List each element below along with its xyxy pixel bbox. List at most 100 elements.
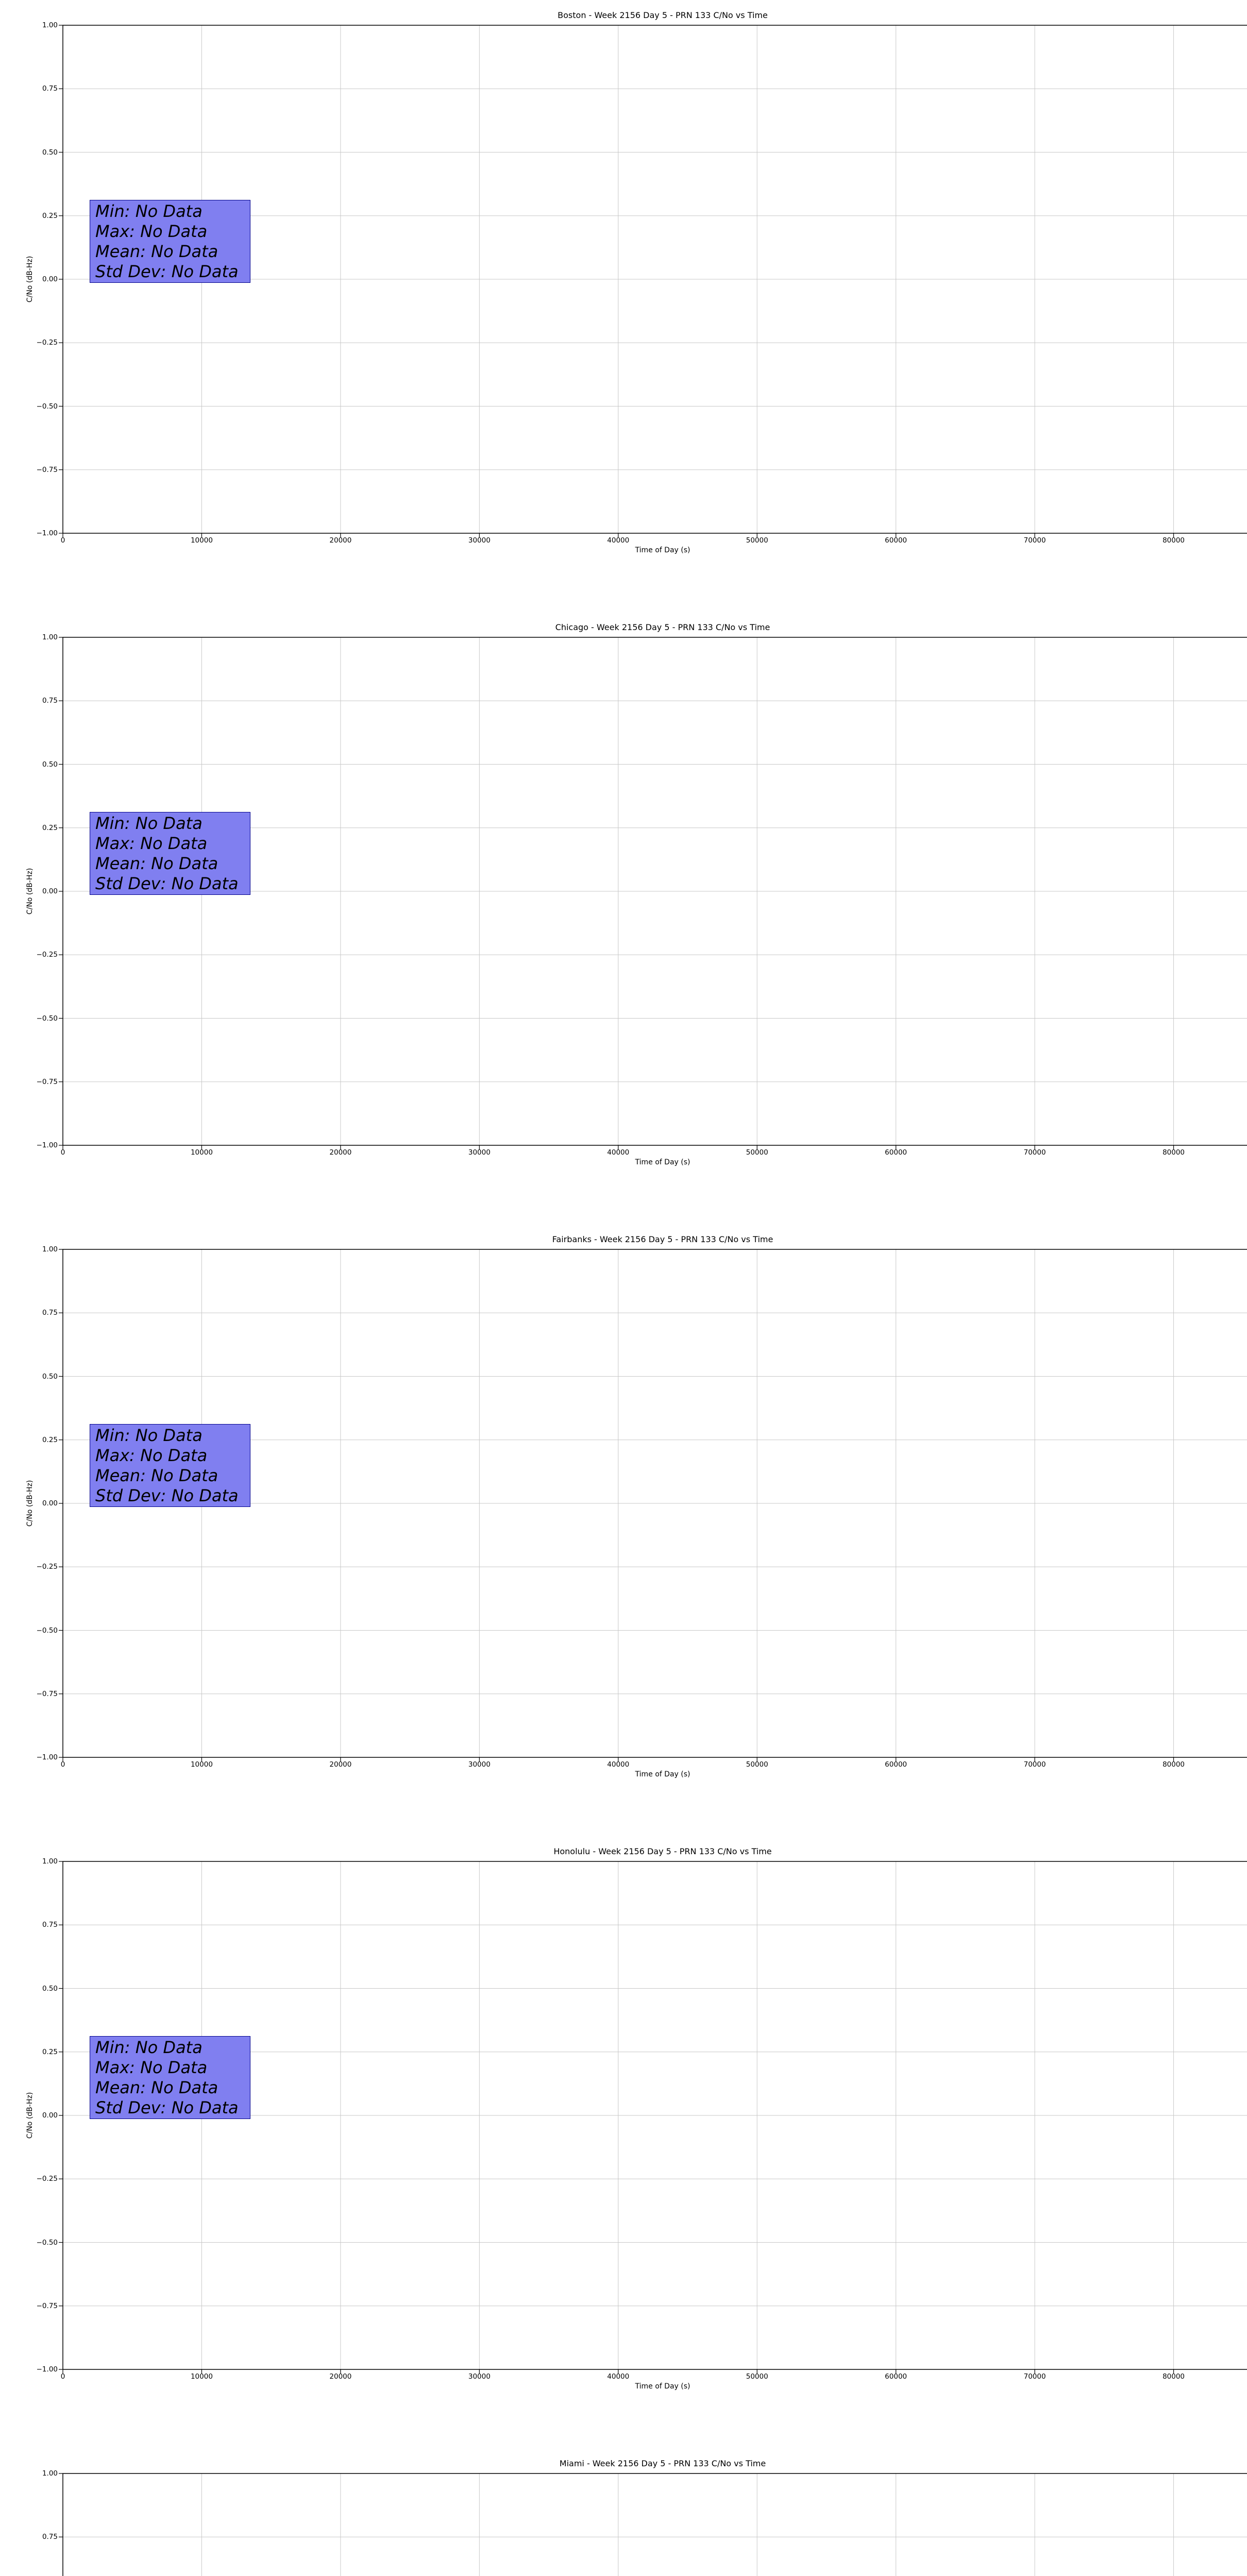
stats-annotation: Min: No Data Max: No Data Mean: No Data …	[90, 812, 250, 895]
y-tick-label: 0.25	[42, 823, 58, 832]
y-tick-label: 0.00	[42, 1499, 58, 1507]
x-tick-label: 30000	[468, 2372, 491, 2381]
y-tick-label: 0.25	[42, 2047, 58, 2056]
x-axis-label: Time of Day (s)	[635, 2382, 690, 2391]
y-tick-label: 0.75	[42, 1309, 58, 1317]
chart-title: Fairbanks - Week 2156 Day 5 - PRN 133 C/…	[552, 1234, 773, 1244]
y-tick-label: 0.50	[42, 1984, 58, 1993]
y-tick-label: 0.00	[42, 887, 58, 895]
y-tick-label: 1.00	[42, 633, 58, 641]
x-tick-label: 40000	[607, 1148, 630, 1157]
x-tick-label: 10000	[190, 2372, 213, 2381]
annotation-min: Min: No Data	[95, 201, 203, 221]
plot-grid-svg	[59, 637, 1247, 1149]
x-tick-label: 10000	[190, 1148, 213, 1157]
y-tick-label: −0.25	[36, 338, 58, 347]
stats-annotation: Min: No Data Max: No Data Mean: No Data …	[90, 2036, 250, 2119]
y-tick-label: −0.50	[36, 402, 58, 411]
y-tick-label: −1.00	[36, 1753, 58, 1761]
x-tick-label: 0	[60, 2372, 65, 2381]
y-tick-label: 1.00	[42, 21, 58, 29]
x-axis-label: Time of Day (s)	[635, 1158, 690, 1166]
annotation-mean: Mean: No Data	[95, 854, 218, 873]
chart-title: Honolulu - Week 2156 Day 5 - PRN 133 C/N…	[553, 1846, 772, 1856]
y-tick-label: −1.00	[36, 529, 58, 537]
x-tick-label: 50000	[746, 1760, 768, 1769]
x-tick-label: 40000	[607, 1760, 630, 1769]
y-tick-label: −0.75	[36, 1077, 58, 1086]
x-tick-label: 0	[60, 1148, 65, 1157]
y-tick-label: −0.75	[36, 1689, 58, 1698]
y-tick-label: −0.50	[36, 2238, 58, 2247]
axes-spines	[62, 2473, 1247, 2576]
x-tick-label: 50000	[746, 536, 768, 545]
plot-grid-svg	[59, 25, 1247, 537]
annotation-min: Min: No Data	[95, 814, 203, 833]
plot-grid-svg	[59, 1249, 1247, 1761]
x-tick-label: 80000	[1162, 536, 1185, 545]
y-tick-label: 0.25	[42, 1435, 58, 1444]
y-tick-label: 0.25	[42, 211, 58, 220]
y-tick-label: 1.00	[42, 1245, 58, 1253]
x-tick-label: 50000	[746, 1148, 768, 1157]
x-tick-label: 10000	[190, 1760, 213, 1769]
annotation-mean: Mean: No Data	[95, 2078, 218, 2097]
chart-fairbanks: Fairbanks - Week 2156 Day 5 - PRN 133 C/…	[21, 1232, 1247, 1844]
y-tick-label: 1.00	[42, 1857, 58, 1866]
y-tick-label: 0.50	[42, 148, 58, 157]
y-tick-label: −0.25	[36, 2175, 58, 2183]
gridlines	[62, 2473, 1247, 2576]
tick-marks	[59, 1249, 1174, 1761]
annotation-max: Max: No Data	[95, 222, 208, 241]
annotation-max: Max: No Data	[95, 2058, 208, 2077]
annotation-max: Max: No Data	[95, 834, 208, 853]
annotation-stddev: Std Dev: No Data	[95, 1486, 239, 1505]
chart-title: Boston - Week 2156 Day 5 - PRN 133 C/No …	[558, 10, 768, 20]
y-tick-label: 0.00	[42, 275, 58, 283]
x-tick-label: 20000	[329, 536, 352, 545]
x-tick-label: 60000	[885, 536, 907, 545]
chart-miami: Miami - Week 2156 Day 5 - PRN 133 C/No v…	[21, 2456, 1247, 2576]
x-tick-label: 0	[60, 536, 65, 545]
y-tick-label: 1.00	[42, 2469, 58, 2478]
annotation-mean: Mean: No Data	[95, 1466, 218, 1485]
x-tick-label: 20000	[329, 1760, 352, 1769]
x-tick-label: 40000	[607, 536, 630, 545]
x-tick-label: 30000	[468, 1148, 491, 1157]
y-tick-label: −1.00	[36, 2365, 58, 2374]
annotation-max: Max: No Data	[95, 1446, 208, 1465]
tick-marks	[59, 2473, 63, 2537]
tick-marks	[59, 25, 1174, 537]
annotation-stddev: Std Dev: No Data	[95, 262, 239, 281]
y-tick-label: 0.50	[42, 760, 58, 769]
x-tick-label: 60000	[885, 2372, 907, 2381]
x-tick-label: 70000	[1023, 536, 1046, 545]
chart-boston: Boston - Week 2156 Day 5 - PRN 133 C/No …	[21, 8, 1247, 620]
annotation-min: Min: No Data	[95, 1426, 203, 1445]
x-tick-label: 80000	[1162, 1760, 1185, 1769]
y-tick-label: −0.50	[36, 1014, 58, 1023]
plot-grid-svg	[59, 1861, 1247, 2374]
x-tick-label: 70000	[1023, 1760, 1046, 1769]
tick-marks	[59, 1861, 1174, 2374]
x-tick-label: 0	[60, 1760, 65, 1769]
chart-honolulu: Honolulu - Week 2156 Day 5 - PRN 133 C/N…	[21, 1844, 1247, 2456]
x-axis-label: Time of Day (s)	[635, 546, 690, 554]
x-tick-label: 30000	[468, 1760, 491, 1769]
y-tick-label: 0.75	[42, 84, 58, 93]
chart-title: Miami - Week 2156 Day 5 - PRN 133 C/No v…	[559, 2459, 766, 2468]
y-tick-label: 0.75	[42, 697, 58, 705]
y-tick-label: −0.25	[36, 951, 58, 959]
annotation-mean: Mean: No Data	[95, 242, 218, 261]
x-tick-label: 80000	[1162, 2372, 1185, 2381]
x-tick-label: 60000	[885, 1760, 907, 1769]
x-tick-label: 10000	[190, 536, 213, 545]
y-tick-label: −1.00	[36, 1141, 58, 1149]
y-tick-label: 0.50	[42, 1372, 58, 1381]
annotation-stddev: Std Dev: No Data	[95, 874, 239, 893]
y-tick-label: −0.75	[36, 2301, 58, 2310]
x-tick-label: 20000	[329, 2372, 352, 2381]
y-tick-label: 0.00	[42, 2111, 58, 2120]
y-tick-label: −0.50	[36, 1626, 58, 1635]
y-tick-label: 0.75	[42, 1921, 58, 1929]
